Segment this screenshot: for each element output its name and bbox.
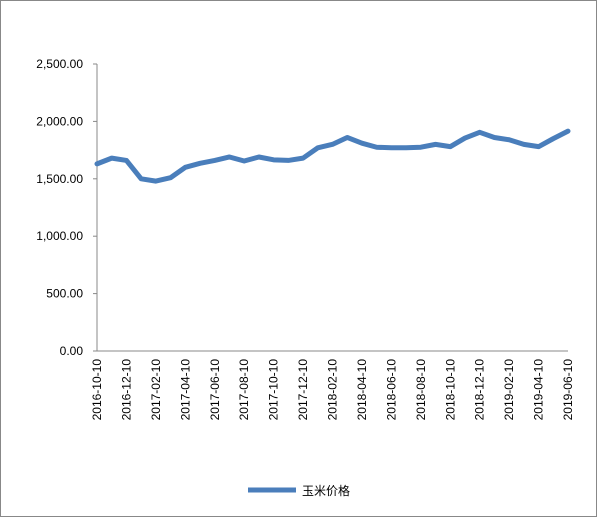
x-tick-label: 2017-02-10 (149, 359, 163, 421)
x-tick-label: 2018-08-10 (414, 359, 428, 421)
x-tick-label: 2016-10-10 (90, 359, 104, 421)
y-tick-label: 2,500.00 (36, 57, 83, 71)
x-tick-label: 2018-12-10 (473, 359, 487, 421)
x-tick-label: 2018-10-10 (443, 359, 457, 421)
x-tick-label: 2017-06-10 (208, 359, 222, 421)
y-tick-label: 2,000.00 (36, 114, 83, 128)
x-tick-label: 2016-12-10 (119, 359, 133, 421)
x-tick-label: 2017-08-10 (237, 359, 251, 421)
x-tick-label: 2019-02-10 (502, 359, 516, 421)
x-tick-label: 2018-06-10 (384, 359, 398, 421)
y-tick-label: 500.00 (46, 287, 83, 301)
x-tick-label: 2018-02-10 (326, 359, 340, 421)
line-series (94, 128, 571, 184)
x-tick-label: 2017-12-10 (296, 359, 310, 421)
y-tick-label: 0.00 (60, 344, 84, 358)
y-tick-label: 1,500.00 (36, 172, 83, 186)
y-tick-label: 1,000.00 (36, 229, 83, 243)
legend-label: 玉米价格 (302, 483, 350, 498)
x-tick-label: 2019-04-10 (532, 359, 546, 421)
x-tick-label: 2017-04-10 (178, 359, 192, 421)
x-tick-label: 2019-06-10 (561, 359, 575, 421)
x-tick-label: 2017-10-10 (267, 359, 281, 421)
x-tick-label: 2018-04-10 (355, 359, 369, 421)
